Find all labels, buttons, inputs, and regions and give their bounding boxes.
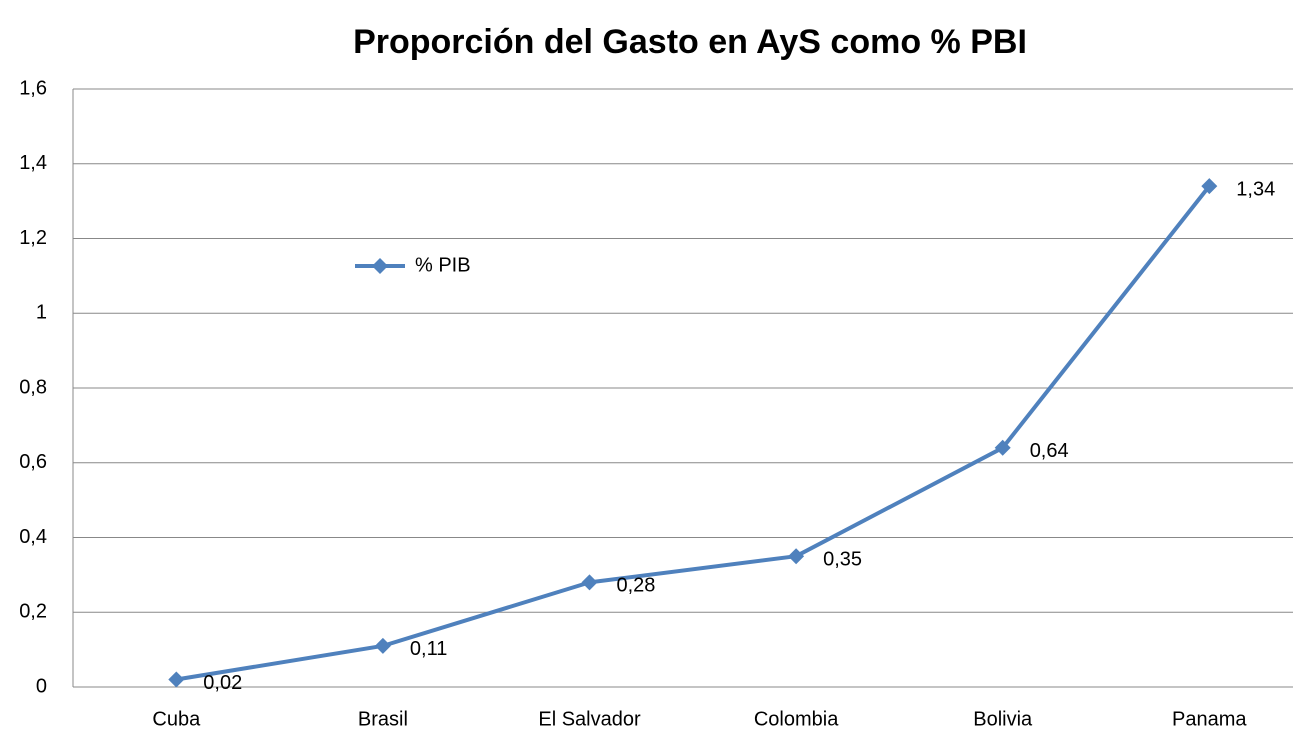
x-tick-label: Panama: [1172, 708, 1247, 730]
y-tick-label: 0,6: [19, 451, 47, 473]
y-tick-label: 1,6: [19, 77, 47, 99]
y-tick-label: 1,4: [19, 152, 47, 174]
data-label: 0,11: [410, 638, 447, 660]
y-tick-label: 0: [36, 675, 47, 697]
point-marker: [374, 637, 391, 654]
y-tick-label: 0,4: [19, 526, 47, 548]
x-tick-label: Brasil: [358, 708, 408, 730]
x-tick-label: Colombia: [754, 708, 839, 730]
data-label: 0,64: [1030, 440, 1069, 462]
chart-title: Proporción del Gasto en AyS como % PBI: [353, 23, 1027, 61]
legend-label: % PIB: [415, 254, 471, 276]
point-marker: [788, 548, 805, 565]
point-marker: [994, 439, 1011, 456]
y-tick-label: 0,2: [19, 601, 47, 623]
data-label: 0,28: [617, 575, 656, 597]
data-label: 0,02: [203, 672, 242, 694]
point-marker: [168, 671, 185, 688]
legend-marker: [372, 258, 388, 274]
data-label: 1,34: [1236, 178, 1275, 200]
x-tick-label: Cuba: [152, 708, 201, 730]
series-line: [175, 184, 1211, 682]
x-tick-label: El Salvador: [538, 708, 641, 730]
data-label: 0,35: [823, 548, 862, 570]
y-tick-label: 1,2: [19, 227, 47, 249]
point-marker: [581, 574, 598, 591]
point-marker: [1201, 178, 1218, 195]
x-tick-label: Bolivia: [973, 708, 1033, 730]
y-tick-label: 0,8: [19, 376, 47, 398]
y-tick-label: 1: [36, 302, 47, 324]
